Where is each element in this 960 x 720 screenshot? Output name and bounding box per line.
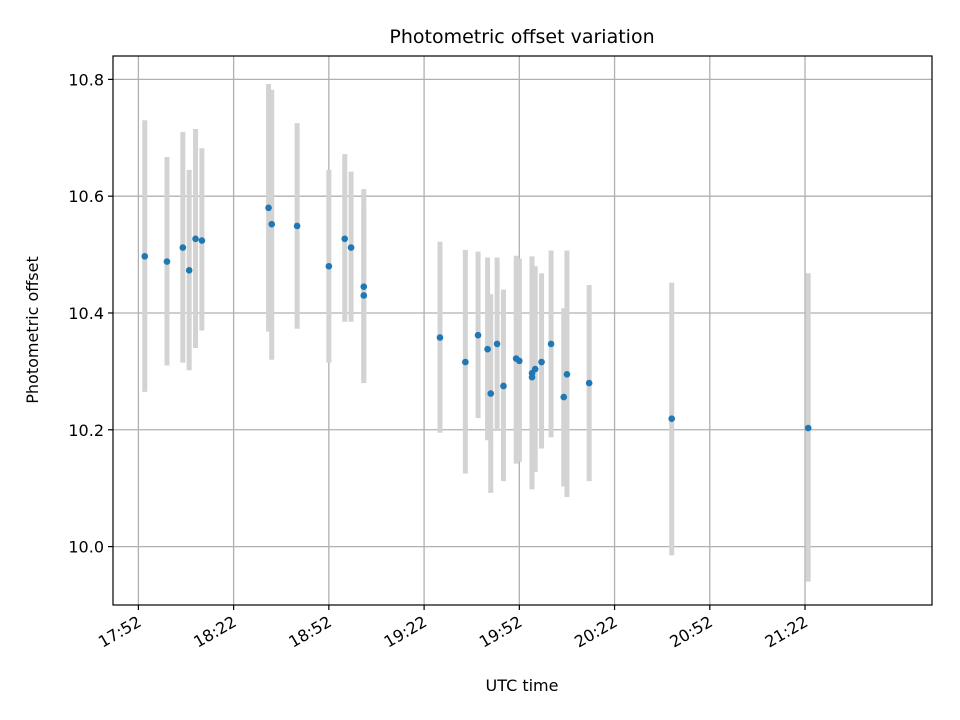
- x-tick-label: 20:22: [571, 612, 620, 652]
- x-tick-label: 18:22: [190, 612, 239, 652]
- data-point: [531, 365, 539, 373]
- x-tick-label: 17:52: [95, 612, 144, 652]
- data-point: [484, 345, 491, 353]
- y-tick-label: 10.4: [68, 304, 104, 323]
- data-point: [668, 415, 675, 422]
- data-point: [500, 382, 507, 390]
- data-point: [560, 393, 568, 401]
- data-point: [516, 357, 523, 365]
- data-point: [528, 373, 536, 381]
- data-point: [474, 331, 482, 339]
- x-axis-ticks: 17:52 18:22 18:52 19:22 19:52 20:22 20:52 21:22: [95, 605, 811, 652]
- x-tick-label: 18:52: [285, 612, 334, 652]
- data-point: [265, 204, 272, 212]
- data-point: [804, 424, 812, 432]
- data-point: [436, 334, 444, 341]
- data-point: [185, 267, 193, 274]
- data-point: [293, 222, 301, 230]
- y-tick-label: 10.2: [68, 421, 104, 440]
- data-point: [538, 358, 545, 366]
- y-tick-label: 10.0: [68, 538, 104, 557]
- x-tick-label: 19:52: [476, 612, 525, 652]
- data-point: [325, 262, 333, 270]
- x-tick-label: 19:22: [381, 612, 430, 652]
- x-tick-label: 21:22: [762, 612, 811, 652]
- y-axis-label: Photometric offset: [23, 256, 42, 404]
- y-tick-label: 10.8: [68, 70, 104, 89]
- data-point: [547, 340, 555, 348]
- data-point: [163, 258, 171, 265]
- y-tick-label: 10.6: [68, 187, 104, 206]
- data-point: [563, 371, 571, 378]
- plot-frame: [112, 55, 933, 606]
- chart-title: Photometric offset variation: [389, 26, 654, 48]
- data-point: [198, 237, 206, 244]
- x-tick-label: 20:52: [666, 612, 715, 652]
- data-point: [360, 292, 368, 299]
- data-point: [179, 244, 187, 251]
- data-point: [347, 244, 355, 251]
- data-point: [462, 358, 469, 366]
- data-point: [192, 235, 199, 243]
- y-axis-ticks: 10.0 10.2 10.4 10.6 10.8: [68, 70, 113, 557]
- data-point: [268, 220, 276, 228]
- data-point: [487, 390, 495, 397]
- data-point: [341, 235, 349, 243]
- data-point: [141, 253, 149, 260]
- x-axis-label: UTC time: [486, 676, 559, 695]
- data-point: [360, 283, 368, 290]
- data-points: [141, 204, 812, 432]
- data-point: [493, 340, 501, 348]
- data-point: [585, 379, 593, 387]
